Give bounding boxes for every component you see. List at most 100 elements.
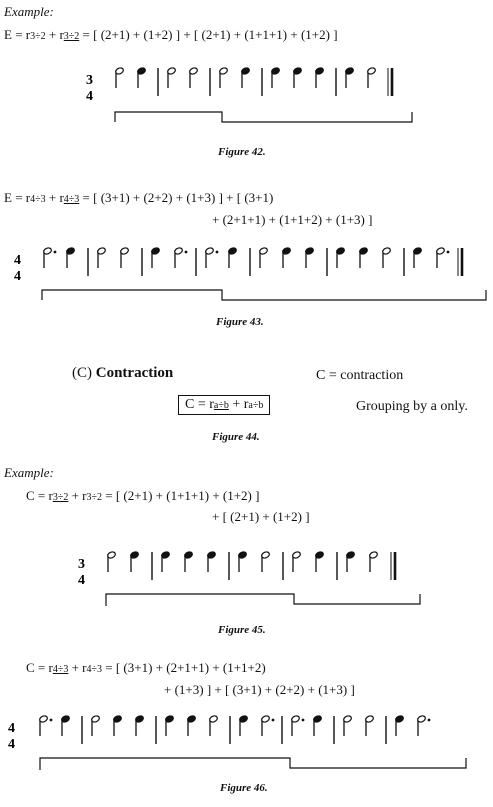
figure-caption: Figure 46. (220, 782, 268, 794)
half-note (189, 67, 198, 88)
time-signature-top: 3 (86, 73, 93, 88)
equation-fig45-line1: C = r3÷2 + r3÷2 = [ (2+1) + (1+1+1) + (1… (26, 488, 260, 503)
equation-fig43-line2: + (2+1+1) + (1+1+2) + (1+3) ] (212, 212, 373, 227)
time-signature-top: 3 (78, 557, 85, 572)
quarter-note (313, 715, 322, 736)
quarter-note (239, 715, 248, 736)
quarter-note (315, 67, 324, 88)
quarter-note (395, 715, 404, 736)
rhythm-notation-fig43: 4 4 (14, 247, 487, 301)
dotted-half-note (43, 247, 52, 268)
equation-fig46-line1: C = r4÷3 + r4÷3 = [ (3+1) + (2+1+1) + (1… (26, 660, 266, 675)
half-note (261, 551, 270, 572)
equation-fig46-line2: + (1+3) ] + [ (3+1) + (2+2) + (1+3) ] (164, 682, 355, 697)
quarter-note (241, 67, 250, 88)
equation-fig43-line1: E = r4÷3 + r4÷3 = [ (3+1) + (2+2) + (1+3… (4, 190, 274, 205)
equation-fig42: E = r3÷2 + r3÷2 = [ (2+1) + (1+2) ] + [ … (4, 27, 338, 42)
quarter-note (135, 715, 144, 736)
figure-caption: Figure 45. (218, 624, 266, 636)
dotted-half-note (205, 247, 214, 268)
half-note (382, 247, 391, 268)
grouping-bracket (114, 111, 413, 123)
quarter-note (293, 67, 302, 88)
quarter-note (346, 551, 355, 572)
half-note (115, 67, 124, 88)
quarter-note (165, 715, 174, 736)
quarter-note (305, 247, 314, 268)
quarter-note (238, 551, 247, 572)
dotted-half-note (174, 247, 183, 268)
half-note (209, 715, 218, 736)
dotted-half-note (261, 715, 270, 736)
quarter-note (187, 715, 196, 736)
rhythm-notation-fig45: 3 4 (78, 551, 421, 606)
section-heading: (C) Contraction (72, 365, 174, 381)
quarter-note (113, 715, 122, 736)
rhythm-notation-fig42: 3 4 (86, 67, 413, 123)
rhythm-notation-fig46: 4 4 (8, 715, 467, 770)
dotted-half-note (39, 715, 48, 736)
half-note (107, 551, 116, 572)
note-row (43, 247, 464, 276)
time-signature-bottom: 4 (8, 737, 15, 752)
half-note (367, 67, 376, 88)
figure-caption: Figure 44. (212, 431, 260, 443)
half-note (343, 715, 352, 736)
quarter-note (137, 67, 146, 88)
quarter-note (315, 551, 324, 572)
quarter-note (151, 247, 160, 268)
quarter-note (228, 247, 237, 268)
note-row (107, 551, 397, 580)
half-note (97, 247, 106, 268)
example-label: Example: (4, 4, 54, 19)
quarter-note (130, 551, 139, 572)
quarter-note (61, 715, 70, 736)
quarter-note (184, 551, 193, 572)
grouping-bracket (105, 593, 421, 606)
figure-caption: Figure 42. (218, 146, 266, 158)
dotted-half-note (436, 247, 445, 268)
equation-fig45-line2: + [ (2+1) + (1+2) ] (212, 509, 310, 524)
note-dot (53, 250, 57, 254)
note-dot (301, 718, 305, 722)
half-note (120, 247, 129, 268)
note-row (39, 715, 431, 744)
example-label: Example: (4, 465, 54, 480)
time-signature-top: 4 (8, 721, 15, 736)
note-dot (427, 718, 431, 722)
quarter-note (66, 247, 75, 268)
grouping-bracket (41, 289, 487, 301)
note-dot (446, 250, 450, 254)
note-dot (49, 718, 53, 722)
grouping-bracket (39, 757, 467, 770)
contraction-definition: C = contraction (316, 368, 404, 383)
half-note (369, 551, 378, 572)
half-note (365, 715, 374, 736)
quarter-note (161, 551, 170, 572)
quarter-note (336, 247, 345, 268)
note-dot (215, 250, 219, 254)
quarter-note (359, 247, 368, 268)
time-signature-bottom: 4 (78, 573, 85, 588)
half-note (167, 67, 176, 88)
dotted-half-note (417, 715, 426, 736)
half-note (292, 551, 301, 572)
dotted-half-note (291, 715, 300, 736)
time-signature-bottom: 4 (86, 89, 93, 104)
half-note (259, 247, 268, 268)
grouping-note: Grouping by a only. (356, 399, 468, 414)
quarter-note (282, 247, 291, 268)
quarter-note (207, 551, 216, 572)
quarter-note (345, 67, 354, 88)
note-dot (184, 250, 188, 254)
note-row (115, 67, 394, 96)
contraction-formula-box: C = ra÷b + ra÷b (178, 395, 271, 415)
time-signature-top: 4 (14, 253, 21, 268)
figure-caption: Figure 43. (216, 316, 264, 328)
half-note (91, 715, 100, 736)
time-signature-bottom: 4 (14, 269, 21, 284)
half-note (219, 67, 228, 88)
quarter-note (271, 67, 280, 88)
quarter-note (413, 247, 422, 268)
note-dot (271, 718, 275, 722)
